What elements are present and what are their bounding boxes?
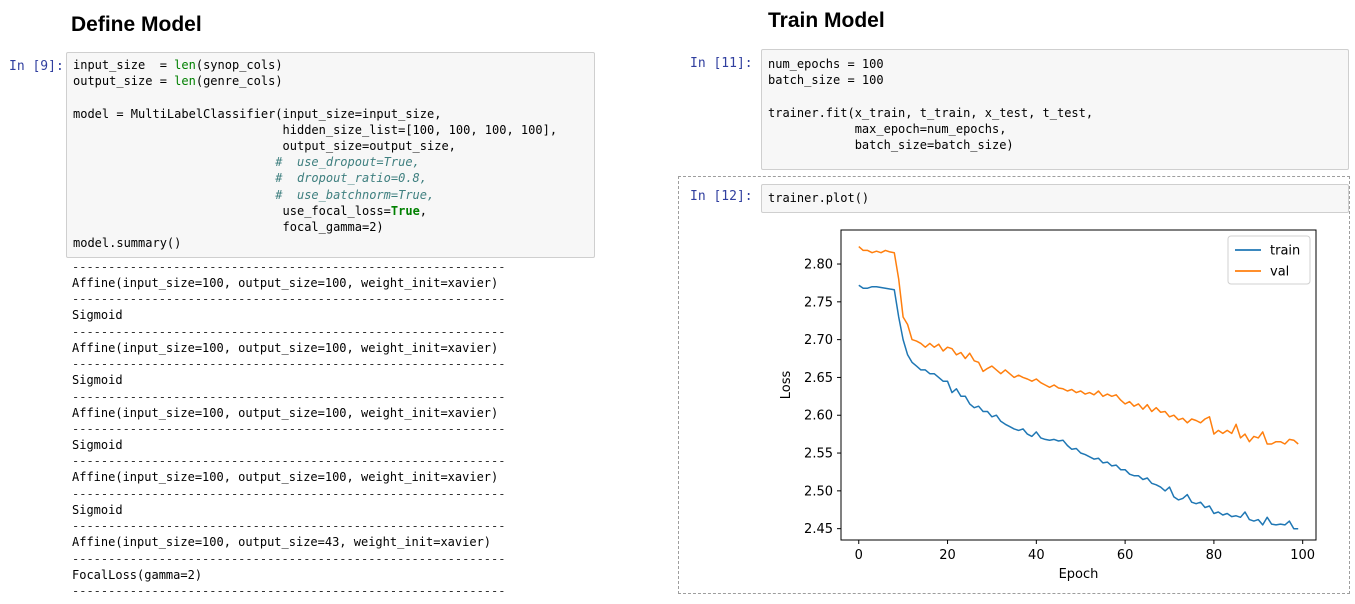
layer-line: Sigmoid [72, 437, 123, 452]
code-token: num_epochs = 100 [768, 57, 884, 71]
selected-cell-12[interactable] [678, 176, 1350, 594]
code-token: len [174, 58, 196, 72]
y-tick-label: 2.80 [804, 258, 833, 273]
y-tick-label: 2.60 [804, 409, 833, 424]
legend-box [1227, 235, 1311, 285]
code-token: model.summary() [73, 236, 182, 251]
series-line-val [858, 246, 1299, 445]
code-line: # use_batchnorm=True, [73, 187, 588, 203]
code-token: # dropout_ratio=0.8, [73, 171, 428, 186]
code-token: focal_gamma=2) [73, 219, 384, 234]
code-token: output_size = [73, 74, 175, 89]
separator-line: ----------------------------------------… [72, 326, 506, 338]
code-token: (genre_cols) [195, 74, 283, 89]
x-tick-label: 20 [939, 548, 956, 563]
code-token: , [419, 203, 428, 218]
x-tick-label: 60 [1117, 548, 1134, 563]
code-line: model.summary() [73, 235, 588, 251]
code-line: input_size = len(synop_cols) [73, 57, 588, 73]
layer-line: Affine(input_size=100, output_size=100, … [72, 340, 499, 355]
x-tick-label: 80 [1206, 548, 1223, 563]
layer-line: Sigmoid [72, 373, 123, 388]
code-token: True [390, 203, 420, 218]
layer-line: Affine(input_size=100, output_size=100, … [72, 470, 499, 485]
legend-label-val: val [1270, 265, 1289, 280]
separator-line: ----------------------------------------… [72, 391, 506, 403]
separator-line: ----------------------------------------… [72, 585, 506, 597]
cell-12-prompt: In [12]: [690, 189, 753, 204]
separator-line: ----------------------------------------… [72, 488, 506, 500]
layer-line: Sigmoid [72, 502, 123, 517]
y-tick-label: 2.75 [804, 295, 833, 310]
code-line: num_epochs = 100 [768, 56, 1342, 72]
code-token: max_epoch=num_epochs, [768, 121, 1007, 136]
y-tick-label: 2.45 [804, 522, 833, 537]
separator-line: ----------------------------------------… [72, 423, 506, 435]
separator-line: ----------------------------------------… [72, 294, 506, 306]
code-token: hidden_size_list=[100, 100, 100, 100], [73, 122, 558, 137]
define-model-heading: Define Model [71, 13, 202, 36]
layer-line: Affine(input_size=100, output_size=43, w… [72, 535, 492, 550]
code-token: (synop_cols) [195, 58, 283, 72]
code-line: batch_size = 100 [768, 72, 1342, 88]
x-axis-label: Epoch [1059, 567, 1099, 582]
code-line: hidden_size_list=[100, 100, 100, 100], [73, 122, 588, 138]
code-cell-12[interactable]: trainer.plot() [761, 184, 1349, 213]
code-token: input_size = [73, 58, 175, 72]
code-line: max_epoch=num_epochs, [768, 121, 1342, 137]
code-line: model = MultiLabelClassifier(input_size=… [73, 106, 588, 122]
code-token: output_size=output_size, [73, 138, 456, 153]
y-axis-label: Loss [779, 371, 794, 400]
code-cell-9[interactable]: input_size = len(synop_cols) output_size … [66, 52, 595, 258]
separator-line: ----------------------------------------… [72, 359, 506, 371]
code-token: trainer.plot() [768, 191, 870, 205]
y-tick-label: 2.50 [804, 484, 833, 499]
cell-11-prompt: In [11]: [690, 56, 753, 71]
chart-legend: train val [1227, 235, 1311, 285]
code-line: trainer.fit(x_train, t_train, x_test, t_… [768, 105, 1342, 121]
model-summary-output: ----------------------------------------… [72, 262, 505, 597]
code-token: len [174, 74, 196, 89]
legend-label-train: train [1270, 244, 1300, 259]
layer-line: Sigmoid [72, 308, 123, 323]
series-line-train [858, 284, 1299, 530]
cell-9-prompt: In [9]: [9, 59, 64, 74]
code-line: # dropout_ratio=0.8, [73, 170, 588, 186]
separator-line: ----------------------------------------… [72, 553, 506, 565]
y-tick-label: 2.70 [804, 333, 833, 348]
code-line [73, 89, 588, 105]
code-line: # use_dropout=True, [73, 154, 588, 170]
chart-lines [858, 246, 1299, 530]
code-token: batch_size=batch_size) [768, 137, 1014, 152]
code-line: trainer.plot() [768, 190, 1342, 206]
code-line: focal_gamma=2) [73, 219, 588, 235]
layer-line: Affine(input_size=100, output_size=100, … [72, 405, 499, 420]
code-token: # use_batchnorm=True, [73, 187, 435, 202]
code-token: model = MultiLabelClassifier(input_size=… [73, 106, 442, 121]
y-tick-label: 2.55 [804, 447, 833, 462]
code-token: use_focal_loss= [73, 203, 391, 218]
loss-chart: 0 20 40 60 80 100 2.45 2.50 2.55 2.60 2.65 2.70 2.75… [779, 229, 1317, 582]
code-line [768, 88, 1342, 104]
code-line: batch_size=batch_size) [768, 137, 1342, 153]
layer-line: FocalLoss(gamma=2) [72, 567, 203, 582]
code-line: use_focal_loss=True, [73, 203, 588, 219]
code-token: trainer.fit(x_train, t_train, x_test, t_… [768, 105, 1094, 120]
layer-line: Affine(input_size=100, output_size=100, … [72, 276, 499, 290]
code-token: # use_dropout=True, [73, 155, 420, 170]
separator-line: ----------------------------------------… [72, 456, 506, 468]
code-line: output_size = len(genre_cols) [73, 73, 588, 89]
x-tick-label: 0 [855, 548, 863, 563]
separator-line: ----------------------------------------… [72, 262, 506, 273]
code-cell-11[interactable]: num_epochs = 100 batch_size = 100 trainer.… [761, 49, 1349, 170]
y-tick-label: 2.65 [804, 371, 833, 386]
x-tick-label: 100 [1290, 548, 1315, 563]
code-line: output_size=output_size, [73, 138, 588, 154]
code-token: batch_size = 100 [768, 73, 884, 88]
x-tick-label: 40 [1028, 548, 1045, 563]
train-model-heading: Train Model [768, 9, 885, 32]
separator-line: ----------------------------------------… [72, 521, 506, 533]
